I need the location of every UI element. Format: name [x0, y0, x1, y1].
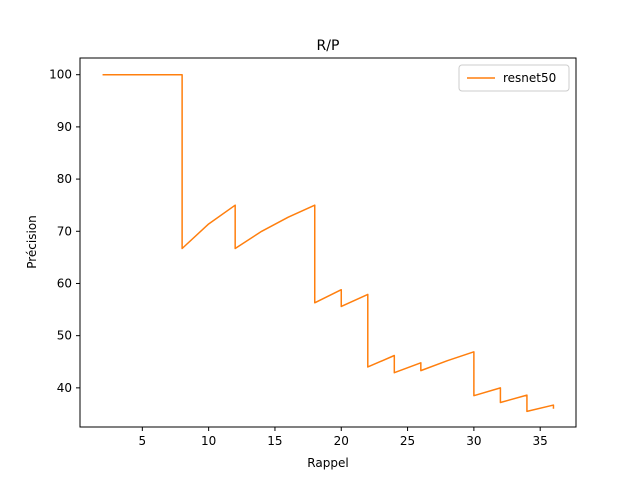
series-line-resnet50	[102, 73, 555, 413]
x-tick-label: 35	[533, 434, 548, 448]
y-tick-label: 50	[57, 329, 72, 343]
y-tick-label: 40	[57, 381, 72, 395]
x-tick-label: 20	[334, 434, 349, 448]
chart-title: R/P	[317, 38, 340, 54]
x-axis-label: Rappel	[307, 456, 348, 470]
plot-area: 5 10 15 20 25 30 35 40 50 60 70 80 90 100 resnet50	[49, 57, 577, 448]
x-tick-label: 5	[139, 434, 147, 448]
x-tick-label: 30	[466, 434, 481, 448]
x-tick-label: 25	[400, 434, 415, 448]
y-tick-label: 70	[57, 224, 72, 238]
legend-box	[458, 64, 570, 92]
x-tick-label: 15	[267, 434, 282, 448]
y-tick-label: 100	[49, 68, 72, 82]
x-tick-label: 10	[201, 434, 216, 448]
plot-frame	[79, 57, 577, 428]
y-axis-label: Précision	[25, 215, 39, 269]
y-tick-label: 80	[57, 172, 72, 186]
y-tick-label: 60	[57, 276, 72, 290]
legend-label-resnet50: resnet50	[503, 71, 556, 85]
y-tick-label: 90	[57, 120, 72, 134]
